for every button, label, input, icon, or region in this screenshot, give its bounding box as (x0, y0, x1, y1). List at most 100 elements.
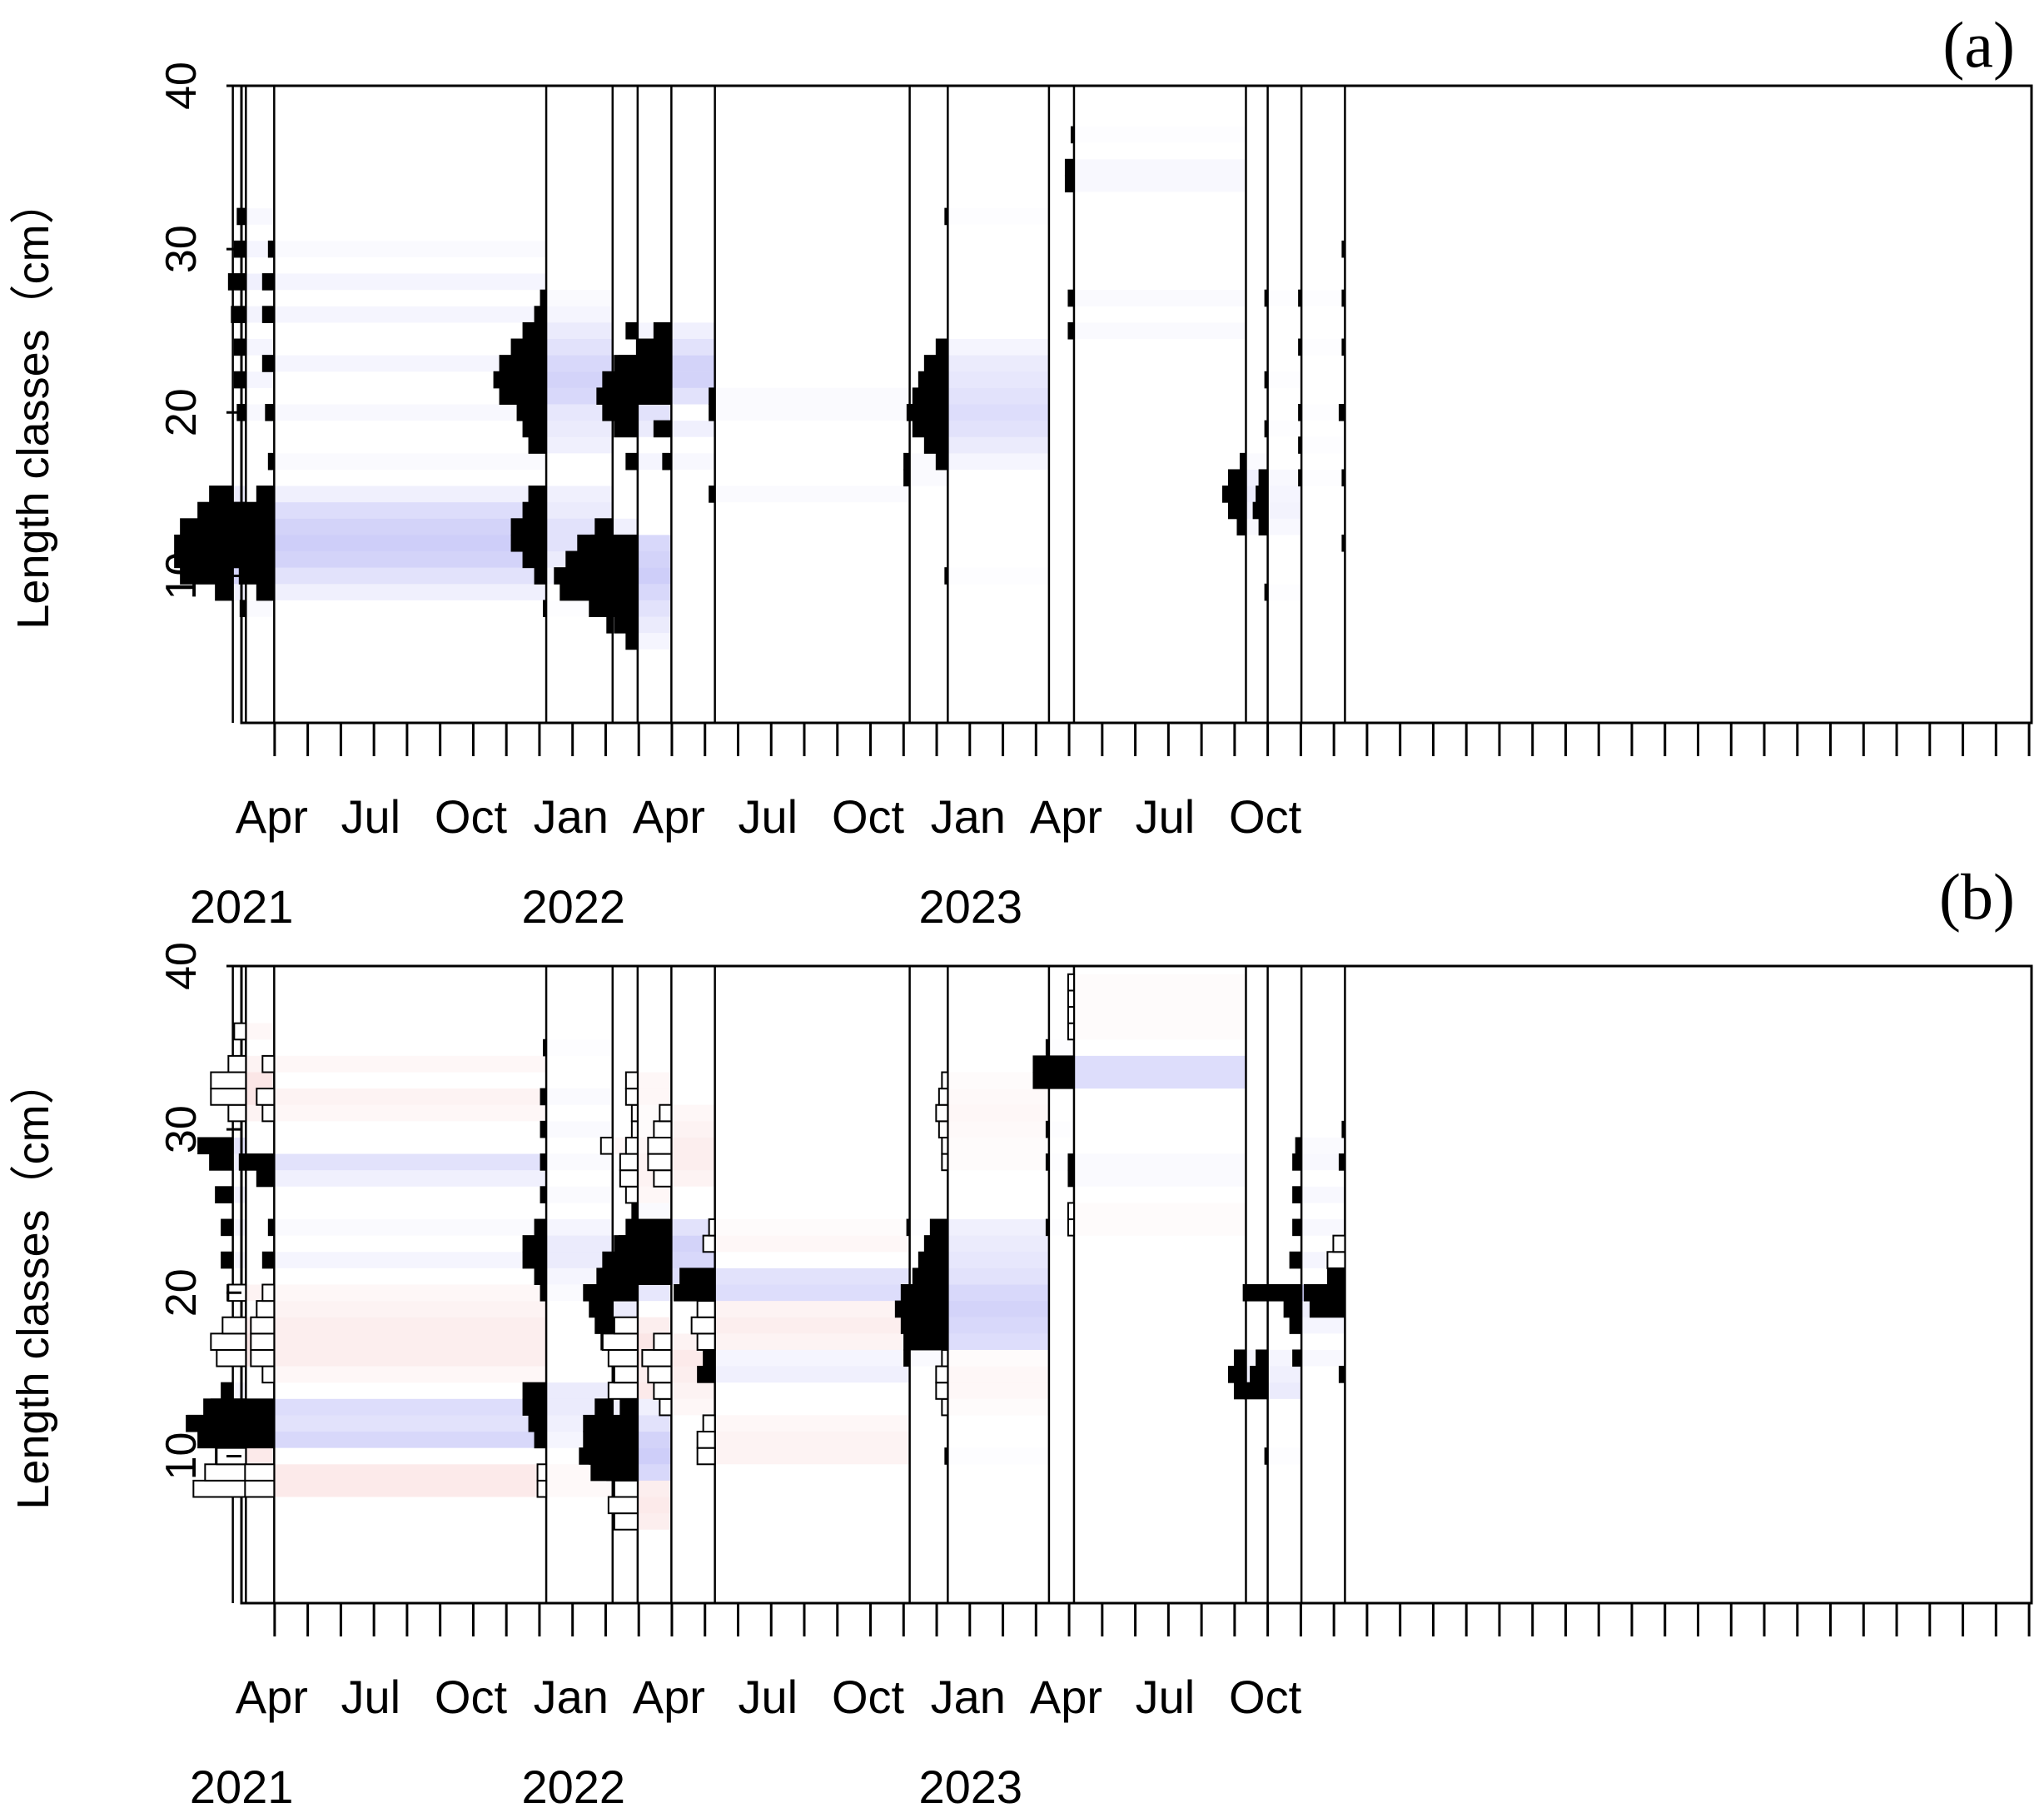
histogram-bar (602, 404, 639, 421)
shading-band (671, 371, 715, 388)
shading-band (274, 1055, 547, 1073)
histogram-bar (619, 1169, 639, 1188)
histogram-bar (894, 1300, 948, 1318)
histogram-bar (935, 338, 948, 356)
histogram-bar (1070, 126, 1075, 144)
shading-band (546, 387, 613, 405)
shading-band (671, 1137, 715, 1154)
shading-band (1301, 1154, 1345, 1171)
histogram-bar (522, 420, 547, 438)
histogram-bar (210, 1088, 247, 1106)
shading-band (274, 355, 547, 372)
shading-band (671, 1153, 715, 1171)
shading-band (671, 1121, 715, 1138)
histogram-bar (543, 600, 547, 618)
histogram-bar (256, 1088, 276, 1106)
histogram-bar (221, 1251, 234, 1269)
shading-band (1074, 176, 1246, 192)
shading-band (947, 1154, 1049, 1171)
shading-band (1268, 371, 1302, 388)
histogram-bar (923, 1235, 948, 1253)
histogram-bar (647, 1136, 673, 1155)
histogram-bar (227, 1103, 247, 1123)
histogram-bar (261, 1251, 275, 1269)
shading-band (947, 1301, 1049, 1317)
shading-band (947, 1284, 1049, 1302)
x-month-label: Jan (931, 1671, 1006, 1723)
histogram-bar (522, 1398, 547, 1416)
shading-band (637, 600, 672, 617)
histogram-bar (630, 1120, 639, 1138)
histogram-bar (594, 1317, 614, 1334)
shading-band (546, 1039, 613, 1056)
histogram-bar (540, 1186, 547, 1203)
histogram-bar (918, 1251, 948, 1269)
histogram-bar (244, 1479, 276, 1498)
shading-band (274, 1088, 547, 1105)
shading-band (1074, 290, 1246, 306)
y-tick-label: 30 (157, 1105, 206, 1153)
histogram-bar (900, 1284, 948, 1302)
histogram-bar (906, 1332, 948, 1351)
shading-band (671, 387, 715, 405)
shading-band (546, 1252, 613, 1268)
histogram-bar (653, 1382, 673, 1400)
histogram-bar (1256, 1349, 1269, 1367)
shading-band (637, 1480, 672, 1497)
shading-band (947, 1252, 1049, 1268)
shading-band (637, 1317, 672, 1334)
shading-band (546, 421, 613, 437)
histogram-bar (1032, 1072, 1075, 1089)
histogram-bar (584, 550, 639, 569)
shading-band (714, 1301, 910, 1317)
histogram-bar (233, 338, 246, 356)
histogram-bar (1292, 1186, 1302, 1203)
histogram-bar (941, 1136, 949, 1155)
histogram-bar (261, 1054, 276, 1073)
shading-band (246, 339, 275, 356)
histogram-bar (613, 1479, 639, 1498)
histogram-bar (935, 1365, 949, 1384)
shading-band (947, 355, 1049, 372)
x-month-label: Jul (1136, 790, 1196, 843)
y-tick-label: 40 (157, 62, 206, 110)
shading-band (1301, 339, 1345, 356)
histogram-bar (540, 289, 547, 307)
histogram-bar (624, 1071, 639, 1090)
histogram-bar (690, 1316, 716, 1335)
shading-band (546, 1235, 613, 1253)
histogram-bar (1264, 371, 1269, 389)
histogram-bar (608, 1284, 639, 1302)
histogram-bar (238, 1414, 275, 1432)
shading-band (715, 486, 910, 503)
histogram-bar (267, 1218, 275, 1237)
histogram-bar (522, 1382, 547, 1400)
shading-band (671, 421, 715, 437)
shading-band (714, 1317, 910, 1334)
histogram-bar (209, 486, 234, 503)
histogram-bar (221, 518, 275, 535)
histogram-bar (197, 1137, 234, 1155)
shading-band (715, 405, 910, 421)
histogram-bar (1221, 486, 1246, 503)
histogram-bar (256, 1300, 276, 1318)
shading-band (1268, 519, 1302, 535)
shading-band (947, 1333, 1049, 1350)
shading-band (1268, 421, 1302, 437)
shading-band (274, 241, 546, 257)
panel-a: 10 20 30 40 Length classes（cm） Apr Jul Oct Jan Ap… (8, 8, 2033, 933)
histogram-bar (903, 452, 911, 471)
histogram-bar (937, 1088, 949, 1106)
x-month-label: Jul (341, 1671, 400, 1723)
histogram-bar (1292, 1218, 1302, 1237)
shading-band (947, 421, 1049, 437)
shading-band (671, 1252, 715, 1268)
shading-band (274, 1366, 547, 1383)
shading-band (1074, 1170, 1246, 1187)
histogram-bar (256, 583, 275, 601)
shading-band (1074, 990, 1246, 1007)
histogram-bar (696, 1300, 716, 1318)
y-tick-label: 10 (157, 552, 206, 600)
shading-band (637, 633, 672, 650)
